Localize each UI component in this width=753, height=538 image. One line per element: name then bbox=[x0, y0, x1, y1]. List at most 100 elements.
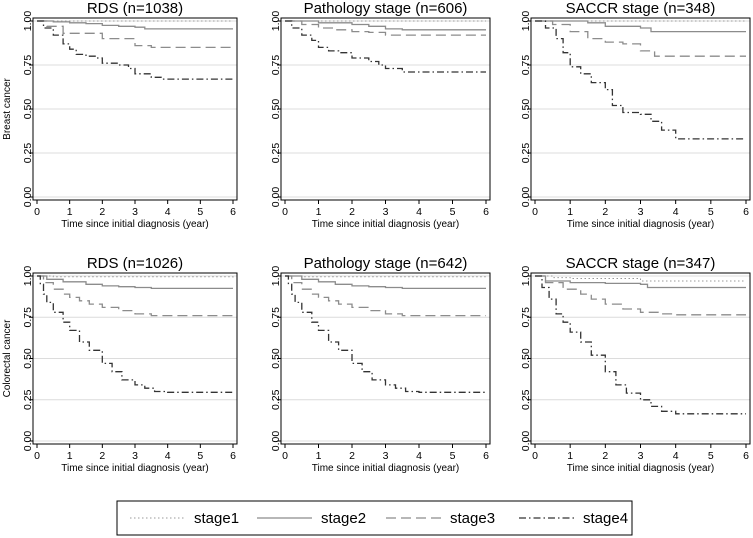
legend: stage1 stage2 stage3 stage4 bbox=[116, 500, 633, 536]
x-tick-label: 2 bbox=[99, 206, 105, 218]
y-tick-label: 0.75 bbox=[22, 55, 34, 76]
x-tick-label: 3 bbox=[638, 450, 644, 462]
x-tick-label: 6 bbox=[743, 206, 749, 218]
series-stage3-line bbox=[535, 275, 746, 316]
x-tick-label: 5 bbox=[197, 450, 203, 462]
panel-2: 0.00 0.25 0.50 0.75 1.00 0 1 2 3 4 5 6 Time since in… bbox=[270, 0, 491, 230]
y-tick-label: 0.25 bbox=[520, 143, 532, 164]
x-tick-label: 1 bbox=[316, 450, 322, 462]
y-tick-label: 0.25 bbox=[270, 389, 282, 410]
legend-box bbox=[116, 500, 633, 536]
x-tick-label: 1 bbox=[567, 450, 573, 462]
x-tick-label: 5 bbox=[708, 450, 714, 462]
x-tick-label: 3 bbox=[383, 206, 389, 218]
series-stage2-line bbox=[285, 20, 486, 31]
series-stage4-line bbox=[37, 275, 233, 393]
x-tick-label: 6 bbox=[230, 450, 236, 462]
x-tick-label: 4 bbox=[165, 206, 171, 218]
series-stage3-line bbox=[285, 275, 486, 317]
series-stage2-line bbox=[285, 275, 486, 290]
panel-title: RDS (n=1026) bbox=[87, 255, 183, 272]
x-tick-label: 0 bbox=[532, 206, 538, 218]
x-tick-label: 0 bbox=[34, 450, 40, 462]
y-tick-label: 1.00 bbox=[270, 266, 282, 287]
x-tick-label: 6 bbox=[483, 206, 489, 218]
y-tick-label: 0.25 bbox=[22, 143, 34, 164]
x-tick-label: 6 bbox=[483, 450, 489, 462]
x-tick-label: 2 bbox=[602, 450, 608, 462]
y-tick-label: 1.00 bbox=[270, 11, 282, 32]
y-tick-label: 0.50 bbox=[270, 348, 282, 369]
x-tick-label: 3 bbox=[132, 450, 138, 462]
series-stage4-line bbox=[285, 20, 486, 73]
x-tick-label: 2 bbox=[602, 206, 608, 218]
row-label: Breast cancer bbox=[2, 77, 13, 139]
panel-title: RDS (n=1038) bbox=[87, 0, 183, 17]
y-tick-label: 0.00 bbox=[22, 187, 34, 208]
y-tick-label: 0.75 bbox=[270, 307, 282, 328]
series-stage2-line bbox=[535, 20, 746, 33]
x-tick-label: 1 bbox=[567, 206, 573, 218]
panel-5: 0.00 0.25 0.50 0.75 1.00 0 1 2 3 4 5 6 Time since in… bbox=[270, 255, 491, 474]
x-tick-label: 0 bbox=[282, 450, 288, 462]
x-tick-label: 0 bbox=[532, 450, 538, 462]
series-stage1-line bbox=[535, 275, 746, 282]
y-tick-label: 0.50 bbox=[520, 348, 532, 369]
x-tick-label: 1 bbox=[67, 206, 73, 218]
panel-1: 0.00 0.25 0.50 0.75 1.00 0 1 2 3 4 5 6 Time since in… bbox=[2, 0, 238, 230]
y-tick-label: 1.00 bbox=[22, 266, 34, 287]
series-stage1-line bbox=[37, 275, 234, 278]
series-stage2-line bbox=[37, 20, 233, 30]
y-tick-label: 0.00 bbox=[520, 431, 532, 452]
x-tick-label: 5 bbox=[197, 206, 203, 218]
series-stage3-line bbox=[37, 20, 233, 49]
series-stage4-line bbox=[37, 20, 233, 80]
x-tick-label: 1 bbox=[316, 206, 322, 218]
y-tick-label: 0.75 bbox=[270, 55, 282, 76]
x-tick-label: 4 bbox=[165, 450, 171, 462]
y-tick-label: 0.50 bbox=[520, 99, 532, 120]
y-tick-label: 0.25 bbox=[520, 389, 532, 410]
x-tick-label: 4 bbox=[416, 450, 422, 462]
x-tick-label: 4 bbox=[673, 450, 679, 462]
series-stage2-line bbox=[535, 275, 746, 289]
series-stage4-line bbox=[535, 275, 746, 415]
y-tick-label: 0.25 bbox=[270, 143, 282, 164]
legend-label-stage1: stage1 bbox=[194, 510, 239, 527]
panel-title: Pathology stage (n=642) bbox=[304, 255, 468, 272]
x-tick-label: 0 bbox=[34, 206, 40, 218]
x-tick-label: 2 bbox=[349, 206, 355, 218]
panel-title: SACCR stage (n=348) bbox=[566, 0, 716, 17]
y-tick-label: 0.50 bbox=[22, 99, 34, 120]
y-tick-label: 0.00 bbox=[270, 431, 282, 452]
series-stage3-line bbox=[285, 20, 486, 36]
y-tick-label: 0.75 bbox=[520, 55, 532, 76]
legend-label-stage3: stage3 bbox=[450, 510, 495, 527]
y-tick-label: 1.00 bbox=[22, 11, 34, 32]
x-tick-label: 6 bbox=[230, 206, 236, 218]
row-label: Colorectal cancer bbox=[2, 319, 13, 397]
y-tick-label: 0.00 bbox=[270, 187, 282, 208]
panel-4: 0.00 0.25 0.50 0.75 1.00 0 1 2 3 4 5 6 Time since in… bbox=[2, 255, 238, 474]
x-tick-label: 6 bbox=[743, 450, 749, 462]
x-axis-label: Time since initial diagnosis (year) bbox=[61, 219, 208, 230]
panel-3: 0.00 0.25 0.50 0.75 1.00 0 1 2 3 4 5 6 Time since in… bbox=[520, 0, 751, 230]
x-axis-label: Time since initial diagnosis (year) bbox=[61, 463, 208, 474]
x-tick-label: 3 bbox=[132, 206, 138, 218]
series-stage4-line bbox=[285, 275, 486, 393]
y-tick-label: 0.75 bbox=[22, 307, 34, 328]
series-stage4-line bbox=[535, 20, 746, 140]
x-axis-label: Time since initial diagnosis (year) bbox=[312, 463, 459, 474]
y-tick-label: 0.00 bbox=[520, 187, 532, 208]
y-tick-label: 0.00 bbox=[22, 431, 34, 452]
x-tick-label: 2 bbox=[99, 450, 105, 462]
panel-6: 0.00 0.25 0.50 0.75 1.00 0 1 2 3 4 5 6 Time since in… bbox=[520, 255, 751, 474]
y-tick-label: 1.00 bbox=[520, 266, 532, 287]
x-axis-label: Time since initial diagnosis (year) bbox=[567, 219, 714, 230]
y-tick-label: 1.00 bbox=[520, 11, 532, 32]
x-tick-label: 5 bbox=[708, 206, 714, 218]
series-stage2-line bbox=[37, 275, 233, 290]
x-tick-label: 5 bbox=[450, 206, 456, 218]
x-tick-label: 4 bbox=[673, 206, 679, 218]
